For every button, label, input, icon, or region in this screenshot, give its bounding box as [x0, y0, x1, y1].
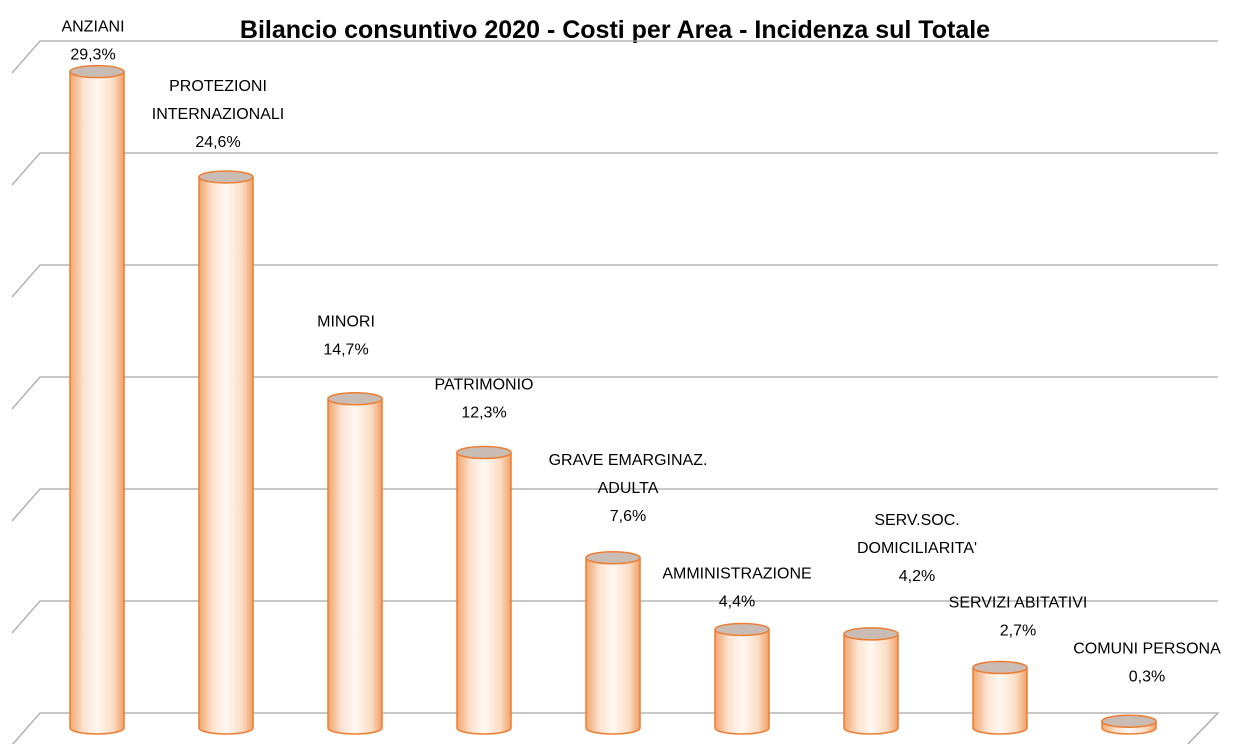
category-label: ANZIANI [61, 19, 124, 36]
bar-top [972, 660, 1028, 675]
bar-top [456, 445, 512, 460]
grid-line [11, 376, 1218, 410]
category-label: GRAVE EMARGINAZ. ADULTA [549, 452, 708, 497]
value-label: 29,3% [70, 47, 115, 64]
value-label: 14,7% [323, 342, 368, 359]
grid-line [11, 40, 1218, 74]
bar-top [69, 64, 125, 79]
value-label: 4,2% [899, 568, 935, 585]
bar-body [585, 557, 641, 735]
bar [972, 660, 1028, 735]
grid-line [11, 152, 1218, 186]
bar [198, 170, 254, 735]
bar-top [198, 170, 254, 184]
bar [69, 64, 125, 735]
bar [1101, 714, 1157, 735]
bar-body [714, 628, 770, 735]
bar-body [843, 633, 899, 735]
category-label: SERVIZI ABITATIVI [949, 595, 1088, 612]
bar [327, 391, 383, 735]
bar-top [1101, 714, 1157, 729]
category-label: MINORI [317, 314, 375, 331]
bar-body [327, 397, 383, 735]
value-label: 12,3% [461, 404, 506, 421]
value-label: 2,7% [1000, 623, 1036, 640]
category-label: PATRIMONIO [435, 376, 534, 393]
bar [843, 627, 899, 735]
value-label: 7,6% [610, 508, 646, 525]
bar-body [198, 176, 254, 735]
bar-top [843, 627, 899, 641]
bar [714, 622, 770, 735]
value-label: 4,4% [719, 593, 755, 610]
grid-line [11, 600, 1218, 634]
grid-line [11, 264, 1218, 298]
category-label: AMMINISTRAZIONE [662, 565, 811, 582]
category-label: SERV.SOC. DOMICILIARITA' [857, 512, 977, 557]
grid-line [11, 488, 1218, 522]
value-label: 0,3% [1129, 668, 1165, 685]
value-label: 24,6% [195, 134, 240, 151]
bar-body [69, 70, 125, 735]
bar [585, 551, 641, 735]
bar-top [714, 622, 770, 637]
chart-title: Bilancio consuntivo 2020 - Costi per Are… [240, 16, 990, 44]
bar [456, 445, 512, 735]
category-label: COMUNI PERSONA [1073, 640, 1221, 657]
bar-top [585, 551, 641, 565]
category-label: PROTEZIONI INTERNAZIONALI [152, 78, 284, 123]
bar-body [972, 666, 1028, 735]
bar-top [327, 391, 383, 406]
bar-body [456, 451, 512, 735]
